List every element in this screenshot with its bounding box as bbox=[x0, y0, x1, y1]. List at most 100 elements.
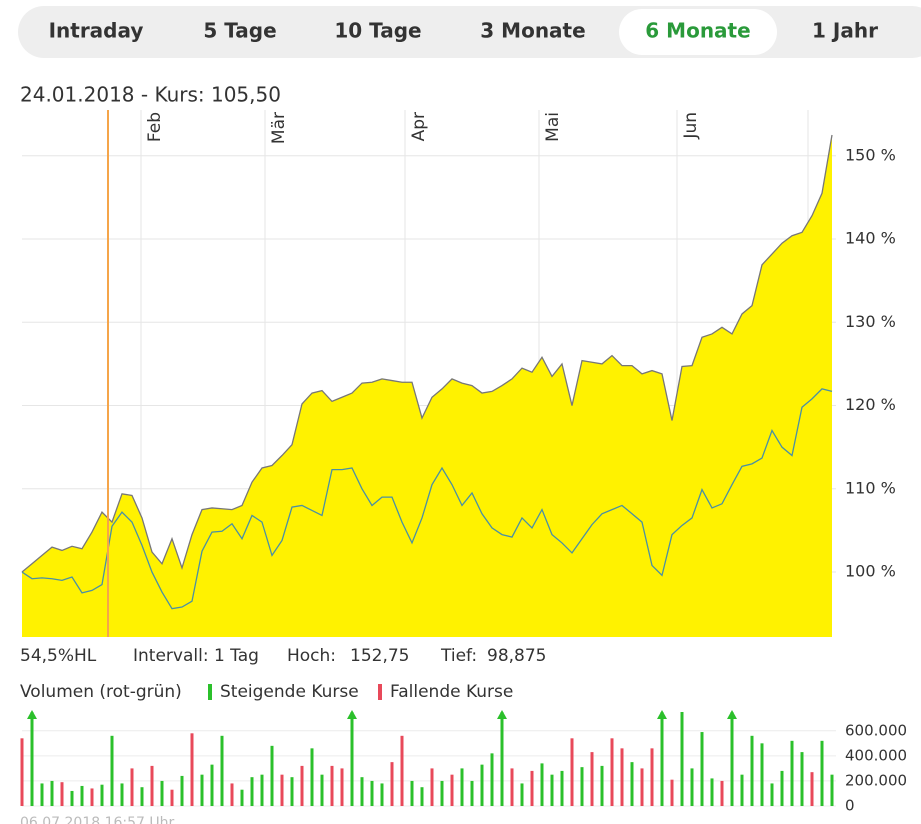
bars bbox=[20, 712, 834, 806]
volume-bar bbox=[430, 768, 434, 806]
volume-bar bbox=[260, 774, 264, 806]
overflow-arrow bbox=[347, 710, 357, 719]
legend-label: Steigende Kurse bbox=[220, 682, 359, 702]
volume-bar bbox=[550, 774, 554, 806]
volume-bar bbox=[700, 732, 704, 806]
volume-bar bbox=[630, 762, 634, 806]
y-tick-label: 0 bbox=[845, 797, 855, 815]
volume-bar bbox=[770, 783, 774, 806]
y-tick-label: 150 % bbox=[845, 145, 896, 164]
volume-bar bbox=[20, 738, 24, 806]
volume-bar bbox=[660, 712, 664, 806]
volume-bar bbox=[320, 774, 324, 806]
overflow-arrow bbox=[27, 710, 37, 719]
volume-bar bbox=[380, 783, 384, 806]
volume-bar bbox=[570, 738, 574, 806]
volume-bar bbox=[540, 763, 544, 806]
volume-bar bbox=[440, 780, 444, 806]
overflow-arrow bbox=[497, 710, 507, 719]
volume-bar bbox=[560, 770, 564, 806]
range-label: 54,5%HL bbox=[20, 646, 97, 666]
timestamp: 06.07.2018 16:57 Uhr bbox=[20, 815, 175, 824]
volume-bar bbox=[710, 778, 714, 806]
tab[interactable]: 1 Jahr bbox=[812, 19, 878, 43]
volume-bar bbox=[290, 777, 294, 806]
overflow-arrow bbox=[657, 710, 667, 719]
volume-bar bbox=[490, 753, 494, 806]
volume-bar bbox=[300, 765, 304, 806]
volume-bar bbox=[760, 743, 764, 806]
volume-title: Volumen (rot-grün) bbox=[20, 682, 182, 702]
volume-bar bbox=[230, 783, 234, 806]
low: 98,875 bbox=[487, 646, 546, 666]
volume-bar bbox=[70, 790, 74, 806]
volume-bar bbox=[790, 740, 794, 806]
volume-bar bbox=[480, 764, 484, 806]
volume-bar bbox=[90, 788, 94, 806]
volume-bar bbox=[130, 768, 134, 806]
volume-bar bbox=[460, 768, 464, 806]
volume-bar bbox=[620, 748, 624, 806]
volume-bar bbox=[800, 752, 804, 806]
volume-bar bbox=[410, 780, 414, 806]
volume-bar bbox=[510, 768, 514, 806]
tab[interactable]: 5 Tage bbox=[203, 19, 276, 43]
volume-bar bbox=[280, 774, 284, 806]
volume-bar bbox=[590, 752, 594, 806]
volume-bar bbox=[640, 768, 644, 806]
x-tick-label: Jun bbox=[681, 112, 701, 140]
volume-bar bbox=[40, 783, 44, 806]
y-tick-label: 110 % bbox=[845, 478, 896, 497]
active-tab-bg[interactable] bbox=[619, 9, 777, 55]
y-tick-label: 100 % bbox=[845, 562, 896, 581]
volume-bar bbox=[750, 735, 754, 806]
volume-bar bbox=[500, 712, 504, 806]
volume-bar bbox=[60, 782, 64, 806]
tab[interactable]: 6 Monate bbox=[645, 19, 750, 43]
tab[interactable]: 10 Tage bbox=[334, 19, 421, 43]
volume-bar bbox=[390, 762, 394, 806]
legend-swatch bbox=[208, 684, 212, 700]
area-line bbox=[21, 134, 833, 573]
volume-bar bbox=[360, 777, 364, 806]
tab[interactable]: 3 Monate bbox=[480, 19, 585, 43]
volume-bar bbox=[680, 712, 684, 806]
volume-bar bbox=[150, 765, 154, 806]
volume-bar bbox=[340, 768, 344, 806]
volume-bar bbox=[600, 765, 604, 806]
volume-bar bbox=[200, 774, 204, 806]
volume-bar bbox=[220, 735, 224, 806]
area bbox=[22, 134, 832, 637]
x-tick-label: Mai bbox=[543, 112, 563, 142]
y-tick-label: 400.000 bbox=[845, 746, 907, 764]
volume-bar bbox=[730, 712, 734, 806]
volume-bar bbox=[530, 770, 534, 806]
volume-bar bbox=[740, 774, 744, 806]
overflow-arrow bbox=[727, 710, 737, 719]
legend-label: Fallende Kurse bbox=[390, 682, 513, 702]
volume-bar bbox=[80, 785, 84, 806]
volume-bar bbox=[470, 780, 474, 806]
volume-bar bbox=[270, 745, 274, 806]
volume-bar bbox=[450, 774, 454, 806]
x-tick-label: Feb bbox=[145, 112, 165, 142]
volume-bar bbox=[830, 774, 834, 806]
volume-bar bbox=[420, 787, 424, 806]
volume-bar bbox=[210, 764, 214, 806]
volume-bar bbox=[580, 767, 584, 806]
volume-bar bbox=[180, 775, 184, 806]
volume-bar bbox=[310, 748, 314, 806]
volume-bar bbox=[690, 768, 694, 806]
volume-bar bbox=[370, 780, 374, 806]
volume-bar bbox=[50, 780, 54, 806]
volume-bar bbox=[670, 779, 674, 806]
low-label: Tief: bbox=[440, 646, 477, 666]
plot bbox=[21, 110, 836, 637]
volume-bar bbox=[30, 712, 34, 806]
volume-bar bbox=[610, 738, 614, 806]
volume-bar bbox=[400, 735, 404, 806]
interval: Intervall: 1 Tag bbox=[133, 646, 259, 666]
y-tick-label: 140 % bbox=[845, 229, 896, 248]
tab[interactable]: Intraday bbox=[49, 19, 144, 43]
